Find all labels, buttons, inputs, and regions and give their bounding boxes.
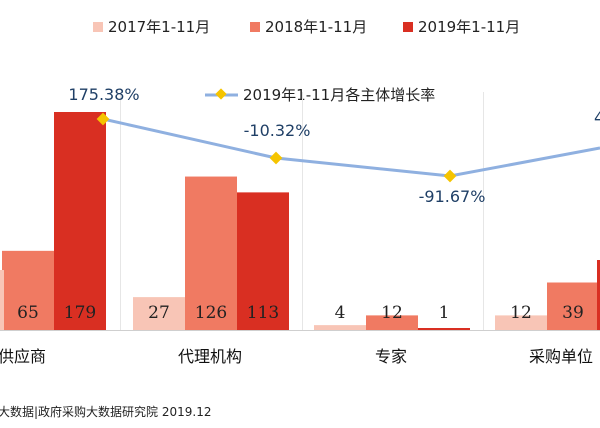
growth-labels: 175.38% -10.32% -91.67% 4 (68, 85, 600, 206)
bar-4-1 (495, 315, 547, 330)
bar-value-label: 179 (64, 303, 96, 323)
category-label: 供应商 (0, 347, 46, 366)
bar-value-label: 65 (17, 303, 39, 323)
bar-1-3 (54, 112, 106, 330)
legend-swatch-2018 (250, 22, 260, 32)
legend-label-growth: 2019年1-11月各主体增长率 (243, 86, 435, 104)
growth-value-label: -10.32% (244, 121, 311, 140)
growth-marker-2 (269, 151, 283, 165)
source-note: 大数据|政府采购大数据研究院 2019.12 (0, 404, 211, 419)
bar-value-label: 27 (148, 303, 170, 323)
bars (0, 112, 600, 330)
bar-3-3 (418, 328, 470, 330)
category-label: 专家 (375, 347, 407, 366)
legend: 2017年1-11月 2018年1-11月 2019年1-11月 2019年1-… (93, 18, 520, 104)
bar-2-3 (237, 192, 289, 330)
bar-4-3-clipped (597, 260, 600, 330)
category-label: 采购单位 (529, 347, 593, 366)
bar-value-label: 4 (335, 303, 346, 323)
growth-value-label: -91.67% (419, 187, 486, 206)
bar-value-label: 1 (439, 303, 450, 323)
growth-value-label: 175.38% (68, 85, 139, 104)
bar-value-label: 126 (195, 303, 227, 323)
growth-marker-3 (443, 169, 457, 183)
category-dividers (120, 92, 484, 330)
bar-1-1-clipped (0, 270, 4, 330)
bar-value-label: 12 (510, 303, 532, 323)
legend-swatch-2019 (403, 22, 413, 32)
bar-3-1 (314, 325, 366, 330)
legend-swatch-2017 (93, 22, 103, 32)
bar-3-2 (366, 315, 418, 330)
bar-value-label: 12 (381, 303, 403, 323)
category-labels: 供应商 代理机构 专家 采购单位 (0, 347, 593, 366)
growth-value-label: 4 (594, 108, 600, 127)
legend-label-2019: 2019年1-11月 (418, 18, 520, 36)
legend-label-2018: 2018年1-11月 (265, 18, 367, 36)
bar-2-1 (133, 297, 185, 330)
growth-line-path (102, 117, 600, 178)
bar-value-label: 113 (247, 303, 279, 323)
growth-line (96, 112, 600, 183)
legend-label-2017: 2017年1-11月 (108, 18, 210, 36)
category-label: 代理机构 (178, 347, 242, 366)
bar-4-2 (547, 282, 599, 330)
bar-2-2 (185, 176, 237, 330)
bar-labels: 65 179 27 126 113 4 12 1 12 39 (17, 303, 584, 323)
bar-1-2 (2, 250, 54, 330)
legend-line-marker (215, 88, 227, 100)
bar-value-label: 39 (562, 303, 584, 323)
